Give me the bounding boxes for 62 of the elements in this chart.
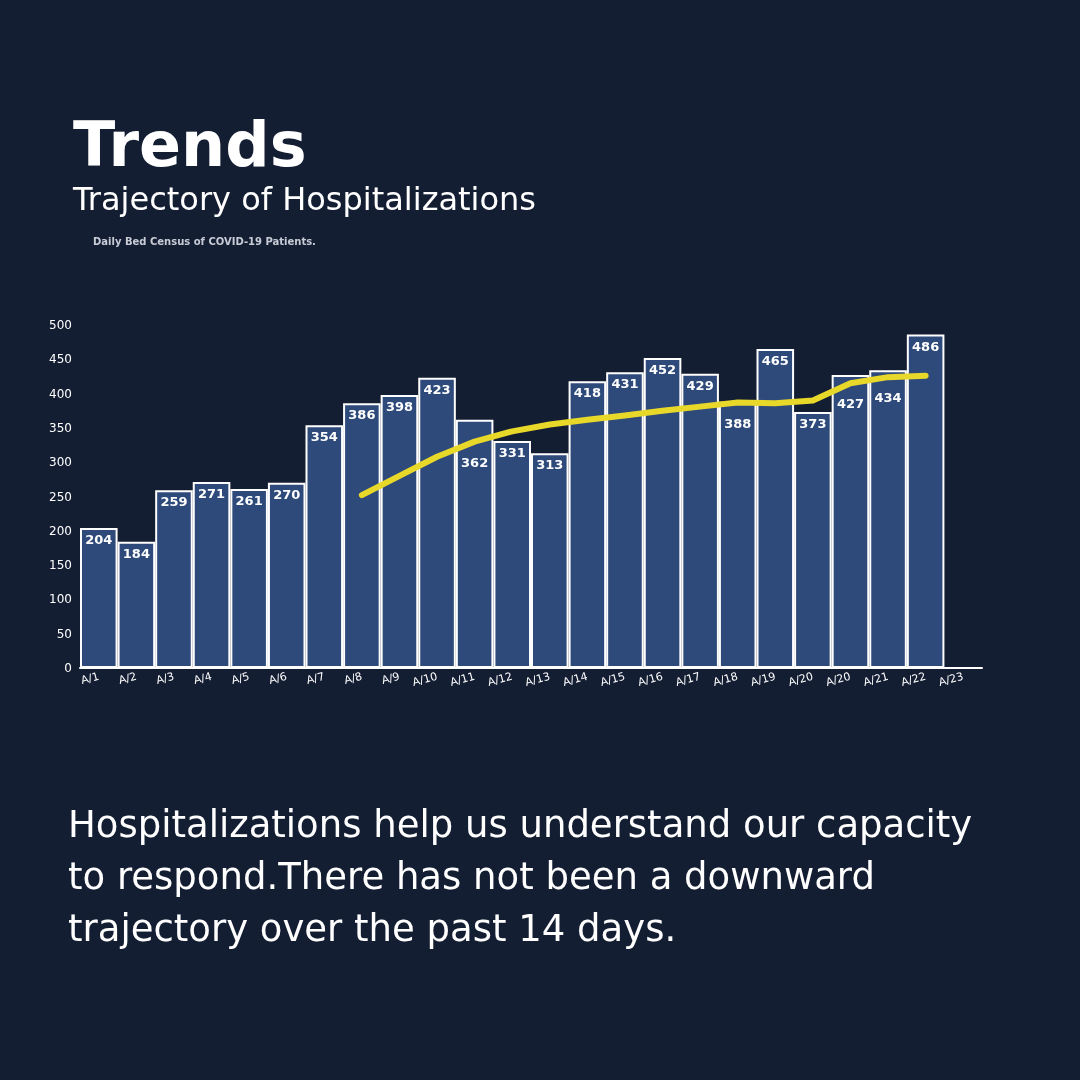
y-tick-label: 500 bbox=[49, 318, 72, 332]
x-tick-label: A/11 bbox=[448, 669, 477, 689]
x-tick-label: A/14 bbox=[561, 669, 590, 689]
text: Daily Bed Census of COVID-19 Patients. bbox=[93, 235, 316, 247]
x-tick-label: A/20 bbox=[786, 669, 815, 689]
chart-title: Trends bbox=[73, 107, 307, 181]
x-tick-label: A/7 bbox=[305, 669, 326, 687]
data-label: 261 bbox=[235, 492, 263, 508]
x-tick-label: A/22 bbox=[899, 669, 928, 689]
y-tick-label: 350 bbox=[49, 420, 72, 435]
x-tick-label: A/2 bbox=[117, 669, 139, 687]
x-tick-label: A/6 bbox=[267, 669, 289, 687]
data-label: 354 bbox=[310, 429, 338, 445]
data-label: 373 bbox=[799, 416, 827, 432]
data-label: 465 bbox=[761, 353, 789, 369]
data-label: 362 bbox=[461, 454, 489, 470]
x-tick-label: A/18 bbox=[711, 669, 740, 689]
data-label: 331 bbox=[498, 444, 526, 460]
x-tick-label: A/23 bbox=[937, 669, 965, 689]
y-tick-label: 300 bbox=[49, 455, 72, 470]
x-tick-label: A/4 bbox=[192, 669, 214, 687]
x-tick-label: A/19 bbox=[749, 669, 777, 689]
y-tick-label: 400 bbox=[49, 386, 72, 401]
x-tick-label: A/1 bbox=[79, 669, 101, 687]
data-label: 270 bbox=[273, 486, 301, 502]
data-label: 486 bbox=[912, 338, 940, 354]
data-label: 398 bbox=[385, 398, 414, 414]
data-label: 427 bbox=[836, 396, 865, 412]
x-tick-label: A/13 bbox=[523, 669, 552, 689]
y-tick-label: 250 bbox=[49, 489, 72, 504]
x-tick-label: A/21 bbox=[861, 669, 890, 689]
y-tick-label: 450 bbox=[49, 352, 72, 367]
y-tick-label: 150 bbox=[49, 558, 72, 573]
data-label: 313 bbox=[536, 457, 564, 473]
data-label: 386 bbox=[348, 407, 376, 423]
x-tick-label: A/3 bbox=[154, 669, 176, 687]
data-label: 423 bbox=[423, 381, 451, 397]
y-tick-label: 200 bbox=[49, 523, 72, 538]
x-tick-label: A/16 bbox=[636, 669, 665, 689]
x-tick-label: A/5 bbox=[229, 669, 251, 687]
y-tick-label: 0 bbox=[64, 661, 72, 675]
x-tick-label: A/12 bbox=[486, 669, 514, 689]
data-label: 204 bbox=[85, 532, 113, 548]
data-label: 259 bbox=[160, 494, 188, 510]
data-label: 429 bbox=[686, 377, 714, 393]
x-tick-label: A/8 bbox=[342, 669, 364, 687]
x-tick-label: A/20 bbox=[824, 669, 853, 689]
data-label: 431 bbox=[611, 376, 639, 392]
y-tick-label: 50 bbox=[56, 626, 72, 641]
x-tick-label: A/10 bbox=[410, 669, 439, 689]
data-label: 184 bbox=[122, 545, 150, 561]
chart-subtitle: Trajectory of Hospitalizations bbox=[72, 180, 537, 218]
data-label: 418 bbox=[573, 385, 601, 401]
x-tick-label: A/9 bbox=[380, 669, 402, 687]
data-label: 452 bbox=[648, 361, 677, 377]
x-tick-label: A/15 bbox=[598, 669, 627, 689]
text: Hospitalizations help us understand our capacity to respond.There has not been a downward trajectory over the past 14 days. bbox=[68, 802, 985, 950]
data-label: 271 bbox=[197, 486, 226, 502]
x-tick-label: A/17 bbox=[674, 669, 702, 689]
data-label: 434 bbox=[874, 390, 902, 406]
y-tick-label: 100 bbox=[49, 592, 72, 607]
data-label: 388 bbox=[724, 415, 752, 431]
